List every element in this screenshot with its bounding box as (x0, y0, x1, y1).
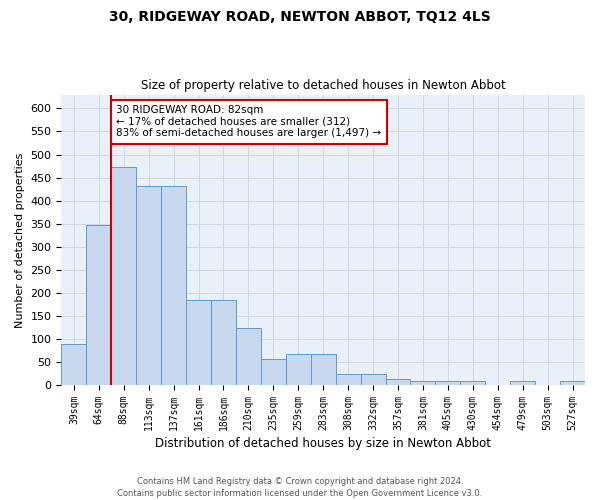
Bar (236, 328, 261, 385)
Bar (211, 300, 236, 385)
Y-axis label: Number of detached properties: Number of detached properties (15, 152, 25, 328)
X-axis label: Distribution of detached houses by size in Newton Abbot: Distribution of detached houses by size … (155, 437, 491, 450)
Bar (186, 300, 211, 385)
Bar (510, 382, 535, 385)
Title: Size of property relative to detached houses in Newton Abbot: Size of property relative to detached ho… (141, 79, 506, 92)
Bar (161, 186, 186, 385)
Bar (111, 167, 136, 385)
Bar (560, 382, 585, 385)
Bar (410, 382, 436, 385)
Bar (311, 354, 335, 385)
Bar (361, 374, 386, 385)
Bar (136, 186, 161, 385)
Bar (386, 379, 410, 385)
Text: Contains HM Land Registry data © Crown copyright and database right 2024.
Contai: Contains HM Land Registry data © Crown c… (118, 476, 482, 498)
Bar (86, 224, 111, 385)
Text: 30 RIDGEWAY ROAD: 82sqm
← 17% of detached houses are smaller (312)
83% of semi-d: 30 RIDGEWAY ROAD: 82sqm ← 17% of detache… (116, 105, 382, 138)
Text: 30, RIDGEWAY ROAD, NEWTON ABBOT, TQ12 4LS: 30, RIDGEWAY ROAD, NEWTON ABBOT, TQ12 4L… (109, 10, 491, 24)
Bar (261, 359, 286, 385)
Bar (460, 382, 485, 385)
Bar (286, 354, 311, 385)
Bar (335, 374, 361, 385)
Bar (436, 382, 460, 385)
Bar (61, 344, 86, 385)
